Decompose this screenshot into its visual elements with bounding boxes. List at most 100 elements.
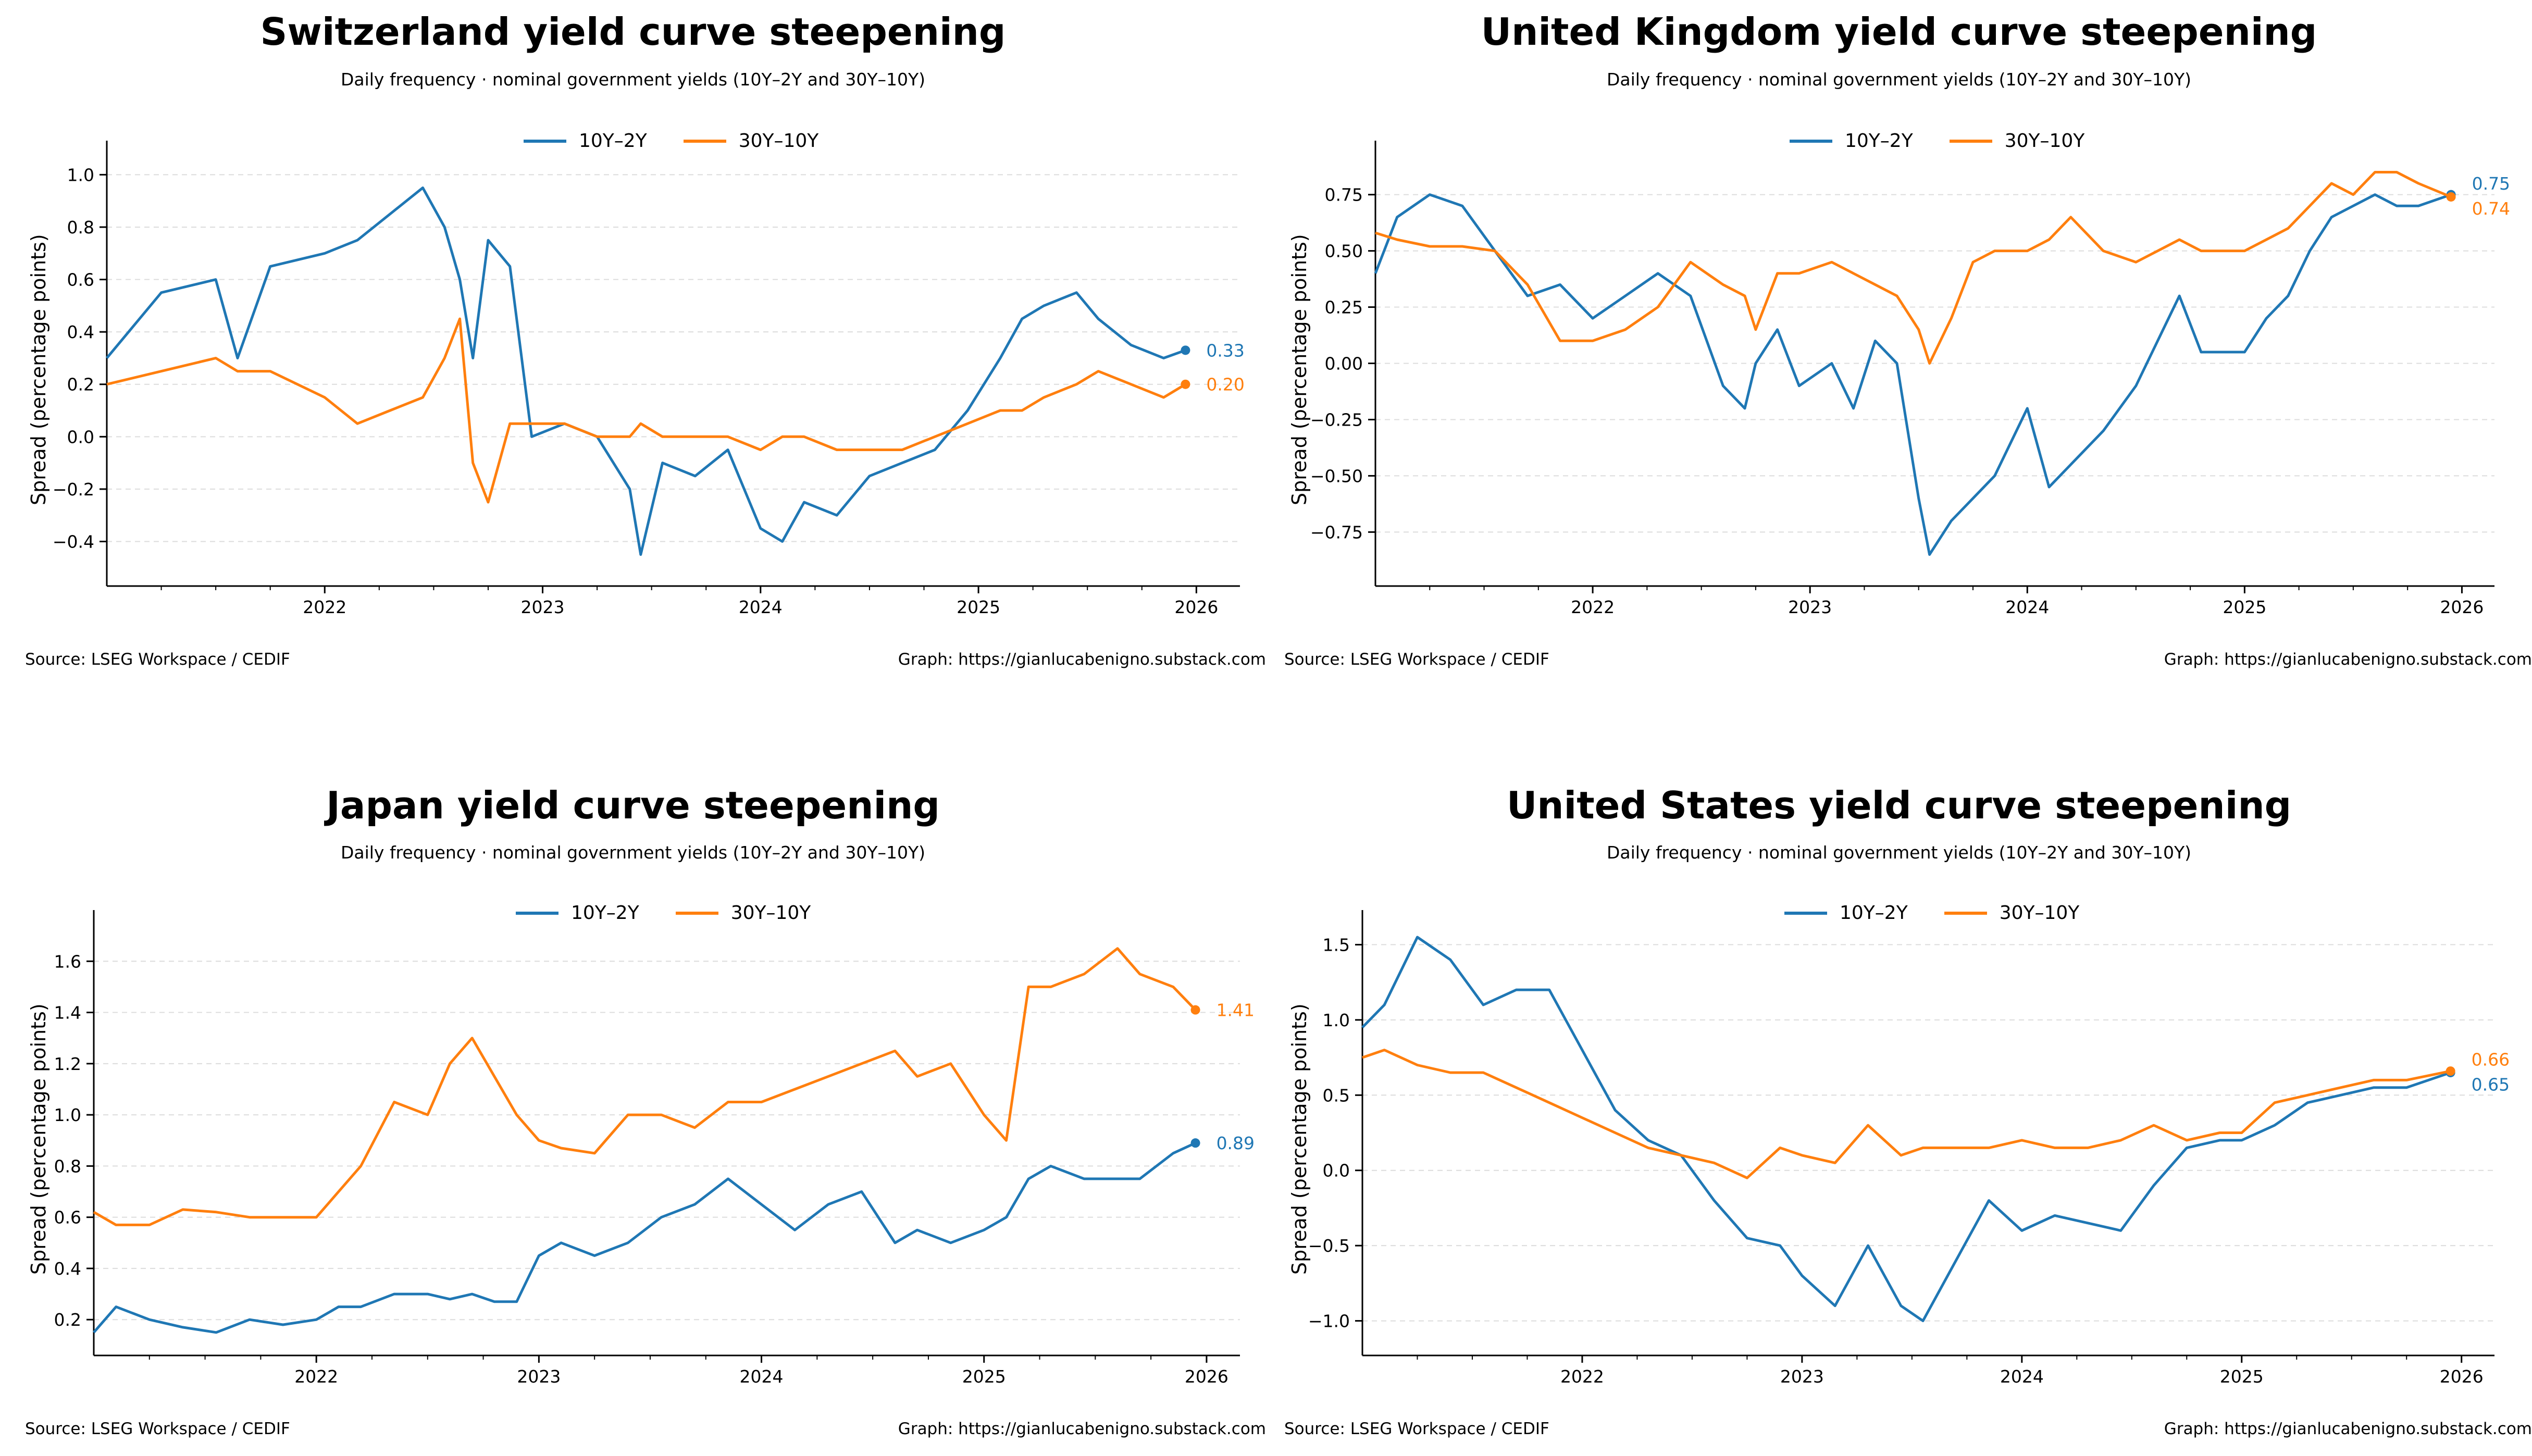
x-tick-label: 2022 xyxy=(1560,1366,1604,1387)
legend-swatch-30y10y xyxy=(675,911,718,915)
chart-plot-switzerland: −0.4 −0.2 0.0 0.2 0.4 0.6 0.8 1.0 2022 2023 2024 20… xyxy=(53,141,1245,617)
y-tick-label: 1.5 xyxy=(1323,935,1350,955)
x-tick-label: 2025 xyxy=(2223,597,2266,617)
chart-legend: 10Y–2Y 30Y–10Y xyxy=(524,130,818,152)
x-tick-label: 2026 xyxy=(2440,597,2484,617)
x-tick-label: 2023 xyxy=(1788,597,1832,617)
chart-subtitle: Daily frequency · nominal government yie… xyxy=(1606,69,2192,90)
y-tick-label: 0.5 xyxy=(1323,1085,1350,1105)
y-tick-label: −0.25 xyxy=(1310,409,1363,430)
source-note: Source: LSEG Workspace / CEDIF xyxy=(25,1420,290,1438)
legend-label-10y2y: 10Y–2Y xyxy=(1840,902,1908,924)
series-line-10y2y xyxy=(93,1141,1196,1334)
source-note: Source: LSEG Workspace / CEDIF xyxy=(1284,1420,1549,1438)
graph-credit: Graph: https://gianlucabenigno.substack.… xyxy=(2164,650,2532,669)
chart-plot-united-states: −1.0 −0.5 0.0 0.5 1.0 1.5 2022 2023 2024 2025 2026… xyxy=(1308,910,2510,1387)
end-label-30y10y: 1.41 xyxy=(1217,1000,1255,1021)
panel-united-kingdom: United Kingdom yield curve steepening Da… xyxy=(1266,0,2532,728)
y-tick-label: 1.2 xyxy=(54,1054,81,1074)
chart-legend: 10Y–2Y 30Y–10Y xyxy=(516,902,811,924)
graph-credit: Graph: https://gianlucabenigno.substack.… xyxy=(2164,1420,2532,1438)
series-line-30y10y xyxy=(93,947,1197,1226)
graph-credit: Graph: https://gianlucabenigno.substack.… xyxy=(898,1420,1266,1438)
x-tick-label: 2023 xyxy=(517,1366,561,1387)
y-tick-label: 1.0 xyxy=(67,165,94,185)
x-tick-label: 2026 xyxy=(2440,1366,2484,1387)
x-tick-label: 2023 xyxy=(521,597,565,617)
legend-swatch-10y2y xyxy=(524,139,566,143)
legend-swatch-30y10y xyxy=(683,139,726,143)
end-label-30y10y: 0.66 xyxy=(2472,1050,2510,1070)
legend-swatch-10y2y xyxy=(1790,139,1832,143)
legend-label-10y2y: 10Y–2Y xyxy=(1845,130,1913,152)
y-tick-label: 0.00 xyxy=(1325,354,1363,374)
y-tick-label: 1.0 xyxy=(54,1105,81,1125)
legend-label-30y10y: 30Y–10Y xyxy=(738,130,819,152)
legend-label-30y10y: 30Y–10Y xyxy=(1999,902,2080,924)
legend-item-10y2y: 10Y–2Y xyxy=(1790,130,1913,152)
y-tick-label: 0.6 xyxy=(54,1208,81,1228)
legend-swatch-10y2y xyxy=(1784,911,1827,915)
x-tick-label: 2026 xyxy=(1174,597,1218,617)
end-label-10y2y: 0.33 xyxy=(1206,340,1244,360)
legend-label-30y10y: 30Y–10Y xyxy=(730,902,811,924)
series-line-30y10y xyxy=(106,317,1186,504)
legend-label-10y2y: 10Y–2Y xyxy=(579,130,647,152)
end-label-30y10y: 0.74 xyxy=(2472,198,2510,219)
x-tick-label: 2022 xyxy=(294,1366,338,1387)
y-tick-label: −0.5 xyxy=(1308,1236,1350,1256)
y-tick-label: −0.75 xyxy=(1310,522,1363,542)
legend-item-10y2y: 10Y–2Y xyxy=(516,902,639,924)
y-tick-label: 1.6 xyxy=(54,951,81,972)
x-tick-label: 2025 xyxy=(957,597,1000,617)
end-point-10y2y xyxy=(1190,1138,1200,1148)
end-point-10y2y xyxy=(1181,345,1190,355)
panel-switzerland: Switzerland yield curve steepening Daily… xyxy=(0,0,1266,728)
legend-item-10y2y: 10Y–2Y xyxy=(1784,902,1908,924)
chart-legend: 10Y–2Y 30Y–10Y xyxy=(1784,902,2079,924)
series-line-10y2y xyxy=(1361,936,2451,1323)
chart-plot-japan: 0.2 0.4 0.6 0.8 1.0 1.2 1.4 1.6 2022 2023 2024 2025… xyxy=(54,910,1255,1387)
chart-subtitle: Daily frequency · nominal government yie… xyxy=(1606,842,2192,863)
x-tick-label: 2025 xyxy=(2220,1366,2264,1387)
legend-swatch-10y2y xyxy=(516,911,558,915)
y-tick-label: 0.8 xyxy=(54,1156,81,1176)
end-label-10y2y: 0.65 xyxy=(2472,1075,2510,1095)
graph-credit: Graph: https://gianlucabenigno.substack.… xyxy=(898,650,1266,669)
x-tick-label: 2022 xyxy=(1571,597,1615,617)
y-tick-label: 0.4 xyxy=(54,1259,81,1279)
y-tick-label: 0.2 xyxy=(67,375,94,395)
source-note: Source: LSEG Workspace / CEDIF xyxy=(25,650,290,669)
y-tick-label: 1.0 xyxy=(1323,1010,1350,1030)
y-tick-label: −0.2 xyxy=(53,479,94,500)
legend-item-10y2y: 10Y–2Y xyxy=(524,130,647,152)
legend-swatch-30y10y xyxy=(1949,139,1992,143)
chart-title: United Kingdom yield curve steepening xyxy=(1481,10,2317,54)
y-tick-label: 0.50 xyxy=(1325,241,1363,262)
x-tick-label: 2025 xyxy=(962,1366,1006,1387)
chart-title: Switzerland yield curve steepening xyxy=(260,10,1006,54)
y-tick-label: 1.4 xyxy=(54,1003,81,1023)
y-tick-label: 0.2 xyxy=(54,1310,81,1330)
legend-swatch-30y10y xyxy=(1944,911,1987,915)
end-point-30y10y xyxy=(2446,192,2456,202)
end-label-30y10y: 0.20 xyxy=(1206,375,1244,395)
y-tick-label: 0.6 xyxy=(67,270,94,290)
source-note: Source: LSEG Workspace / CEDIF xyxy=(1284,650,1549,669)
series-line-10y2y xyxy=(1374,193,2452,556)
y-tick-label: 0.25 xyxy=(1325,297,1363,318)
legend-item-30y10y: 30Y–10Y xyxy=(1949,130,2084,152)
end-point-30y10y xyxy=(1190,1005,1200,1015)
y-tick-label: −0.50 xyxy=(1310,466,1363,486)
x-tick-label: 2023 xyxy=(1780,1366,1824,1387)
chart-subtitle: Daily frequency · nominal government yie… xyxy=(340,69,926,90)
series-line-30y10y xyxy=(1362,1049,2451,1179)
y-tick-label: 0.0 xyxy=(67,427,94,447)
y-tick-label: −1.0 xyxy=(1308,1311,1350,1331)
panel-japan: Japan yield curve steepening Daily frequ… xyxy=(0,728,1266,1455)
y-tick-label: −0.4 xyxy=(53,532,94,552)
chart-plot-united-kingdom: −0.75 −0.50 −0.25 0.00 0.25 0.50 0.75 2022 2023 2… xyxy=(1310,141,2510,617)
chart-title: United States yield curve steepening xyxy=(1506,783,2292,827)
x-tick-label: 2024 xyxy=(2000,1366,2044,1387)
end-point-30y10y xyxy=(2446,1066,2455,1076)
